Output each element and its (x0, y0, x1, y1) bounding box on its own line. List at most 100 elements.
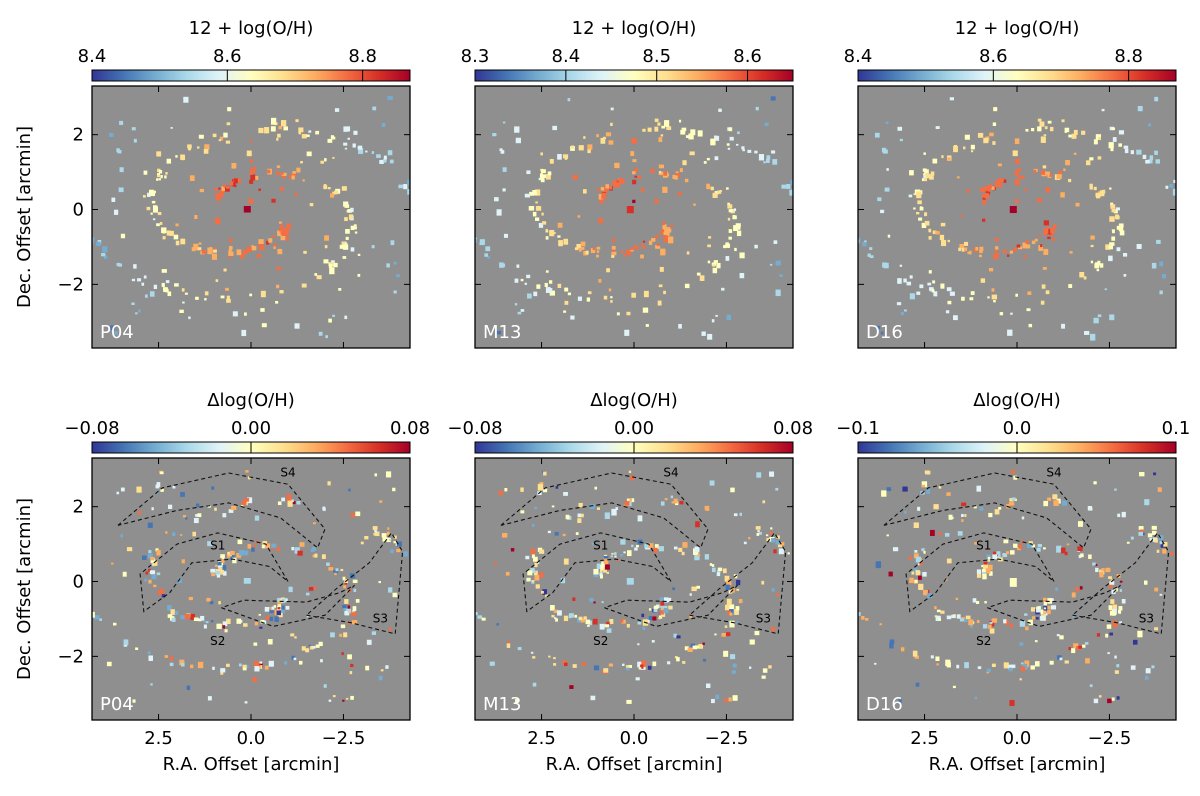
hii-region (658, 171, 662, 174)
hii-region (742, 149, 745, 152)
hii-region (166, 230, 171, 236)
hii-region (159, 589, 165, 595)
hii-region (1043, 601, 1048, 606)
hii-region (264, 127, 270, 134)
hii-region (569, 685, 574, 689)
hii-region (1043, 607, 1047, 610)
hii-region (1109, 187, 1112, 190)
hii-region (393, 290, 397, 294)
hii-region (924, 212, 928, 217)
map-background (858, 458, 1176, 720)
hii-region (1040, 615, 1046, 621)
hii-region (209, 247, 213, 251)
hii-region (153, 206, 158, 213)
hii-region (351, 620, 358, 625)
hii-region (922, 589, 928, 596)
hii-region (344, 611, 348, 616)
hii-region (534, 506, 538, 510)
hii-region (1032, 544, 1036, 548)
hii-region (725, 242, 729, 247)
hii-region (631, 137, 637, 144)
hii-region (269, 616, 274, 622)
hii-region (874, 132, 880, 138)
hii-region (1056, 174, 1062, 180)
hii-region (96, 241, 101, 246)
hii-region (214, 247, 217, 250)
hii-region (347, 137, 350, 140)
hii-region (611, 245, 616, 250)
hii-region (1172, 188, 1176, 196)
hii-region (1186, 576, 1190, 580)
hii-region (599, 574, 603, 579)
hii-region (664, 605, 668, 609)
hii-region (226, 618, 231, 625)
hii-region (908, 194, 913, 198)
hii-region (864, 617, 869, 621)
hii-region (462, 587, 467, 592)
hii-region (171, 617, 176, 622)
hii-region (587, 291, 592, 295)
hii-region (92, 611, 95, 618)
hii-region (331, 136, 336, 140)
hii-region (1078, 645, 1083, 649)
hii-region (787, 552, 790, 555)
hii-region (365, 665, 370, 671)
hii-region (964, 134, 970, 140)
hii-region (1153, 472, 1157, 476)
hii-region (1020, 666, 1026, 672)
hii-region (563, 615, 569, 622)
hii-region (687, 647, 693, 652)
hii-region (623, 551, 626, 554)
hii-region (266, 240, 270, 245)
hii-region (538, 549, 545, 554)
hii-region (919, 284, 924, 289)
hii-region (421, 604, 426, 610)
hii-region (99, 618, 102, 621)
hii-region (188, 316, 191, 320)
hii-region (1049, 126, 1054, 132)
hii-region (300, 160, 303, 164)
hii-region (626, 498, 630, 503)
hii-region (324, 158, 327, 162)
hii-region (1003, 179, 1007, 183)
hii-region (595, 254, 599, 258)
hii-region (1081, 130, 1086, 135)
hii-region (1190, 584, 1195, 589)
hii-region (1078, 554, 1082, 559)
hii-region (253, 544, 256, 548)
hii-region (985, 568, 991, 574)
hii-region (172, 532, 176, 537)
hii-region (403, 551, 408, 557)
hii-region (294, 323, 300, 329)
hii-region (387, 527, 390, 530)
hii-region (205, 621, 209, 624)
hii-region (642, 307, 649, 313)
hii-region (1019, 620, 1026, 627)
hii-region (103, 255, 108, 259)
hii-region (1090, 244, 1094, 248)
hii-region (242, 664, 247, 669)
hii-region (923, 173, 926, 176)
hii-region (756, 532, 760, 536)
hii-region (153, 284, 158, 290)
hii-region (219, 190, 224, 194)
hii-region (732, 663, 737, 668)
hii-region (805, 605, 808, 608)
hii-region (1015, 293, 1018, 297)
hii-region (631, 292, 636, 298)
hii-region (1139, 529, 1144, 533)
hii-region (637, 643, 640, 646)
hii-region (277, 603, 281, 607)
hii-region (604, 512, 610, 520)
hii-region (697, 130, 703, 137)
hii-region (143, 275, 147, 279)
hii-region (326, 562, 330, 566)
hii-region (1149, 159, 1153, 162)
hii-region (992, 141, 996, 145)
hii-region (1050, 605, 1057, 610)
hii-region (1151, 530, 1157, 535)
hii-region (982, 624, 988, 629)
hii-region (603, 295, 608, 300)
hii-region (534, 562, 538, 568)
hii-region (86, 597, 90, 601)
